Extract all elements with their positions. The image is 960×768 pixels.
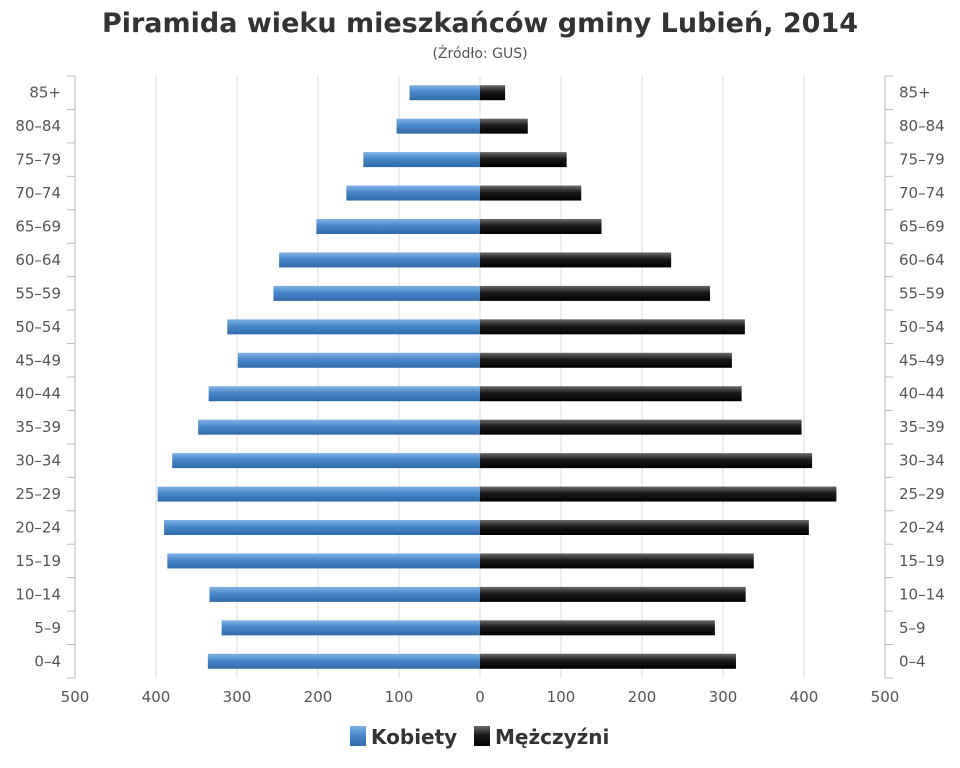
y-tick-label-right: 60–64	[899, 251, 945, 269]
y-tick-label-left: 55–59	[15, 284, 61, 302]
legend[interactable]: Kobiety Mężczyźni	[350, 725, 609, 749]
bar-female[interactable]	[157, 486, 480, 502]
x-tick-label: 400	[790, 688, 819, 706]
legend-item-male[interactable]: Mężczyźni	[474, 725, 609, 749]
y-tick-label-right: 50–54	[899, 318, 945, 336]
y-tick-label-left: 0–4	[34, 652, 61, 670]
y-tick-label-right: 15–19	[899, 552, 945, 570]
legend-label: Kobiety	[371, 725, 457, 749]
bar-male[interactable]	[480, 118, 528, 134]
bar-female[interactable]	[198, 419, 480, 435]
x-tick-label: 400	[142, 688, 171, 706]
y-tick-label-left: 40–44	[15, 385, 61, 403]
y-tick-label-right: 5–9	[899, 619, 926, 637]
y-tick-label-right: 45–49	[899, 351, 945, 369]
x-tick-label: 200	[304, 688, 333, 706]
y-tick-label-left: 65–69	[15, 218, 61, 236]
y-tick-label-right: 40–44	[899, 385, 945, 403]
y-tick-label-right: 10–14	[899, 585, 945, 603]
legend-label: Mężczyźni	[495, 725, 609, 749]
bar-male[interactable]	[480, 419, 802, 435]
chart-subtitle: (Źródło: GUS)	[432, 44, 527, 62]
tick-labels: 500 400 300 200 100 0 100 200 300 400 500 85+ 85+ 80–…	[15, 84, 944, 706]
bar-male[interactable]	[480, 486, 837, 502]
bar-female[interactable]	[316, 219, 480, 234]
x-tick-label: 300	[709, 688, 738, 706]
bar-female[interactable]	[207, 653, 480, 669]
y-tick-label-left: 60–64	[15, 251, 61, 269]
y-tick-label-right: 80–84	[899, 117, 945, 135]
bar-male[interactable]	[480, 319, 745, 335]
y-tick-label-right: 30–34	[899, 452, 945, 470]
bar-female[interactable]	[221, 620, 481, 636]
y-tick-label-right: 65–69	[899, 218, 945, 236]
y-tick-label-left: 75–79	[15, 151, 61, 169]
y-tick-label-left: 85+	[29, 84, 61, 102]
y-tick-label-left: 70–74	[15, 184, 61, 202]
bar-male[interactable]	[480, 352, 732, 368]
y-tick-label-left: 50–54	[15, 318, 61, 336]
bar-female[interactable]	[273, 285, 480, 301]
bar-male[interactable]	[480, 386, 742, 402]
y-tick-label-left: 35–39	[15, 418, 61, 436]
x-tick-label: 300	[223, 688, 252, 706]
bar-female[interactable]	[164, 520, 480, 535]
bar-female[interactable]	[209, 586, 480, 602]
bar-female[interactable]	[237, 352, 480, 368]
legend-swatch	[350, 726, 366, 746]
bar-male[interactable]	[480, 252, 672, 268]
bar-male[interactable]	[480, 219, 602, 234]
x-tick-label: 200	[628, 688, 657, 706]
bar-male[interactable]	[480, 520, 809, 535]
x-tick-label: 0	[475, 688, 485, 706]
y-tick-label-left: 25–29	[15, 485, 61, 503]
bar-female[interactable]	[227, 319, 480, 335]
x-tick-label: 100	[547, 688, 576, 706]
chart-title: Piramida wieku mieszkańców gminy Lubień,…	[102, 8, 858, 39]
bar-female[interactable]	[172, 453, 480, 469]
legend-swatch	[474, 726, 490, 746]
bar-male[interactable]	[480, 586, 746, 602]
bar-female[interactable]	[396, 118, 480, 134]
bar-male[interactable]	[480, 152, 567, 168]
bar-female[interactable]	[208, 386, 480, 402]
bars	[157, 85, 837, 669]
y-tick-label-right: 35–39	[899, 418, 945, 436]
bar-female[interactable]	[167, 553, 480, 569]
bar-female[interactable]	[279, 252, 480, 268]
y-tick-label-right: 55–59	[899, 284, 945, 302]
bar-male[interactable]	[480, 553, 754, 569]
y-tick-label-right: 20–24	[899, 519, 945, 537]
bar-male[interactable]	[480, 185, 582, 201]
y-tick-label-left: 80–84	[15, 117, 61, 135]
bar-male[interactable]	[480, 453, 813, 469]
bar-male[interactable]	[480, 653, 736, 669]
x-tick-label: 100	[385, 688, 414, 706]
y-tick-label-left: 30–34	[15, 452, 61, 470]
bar-female[interactable]	[409, 85, 480, 101]
axes	[67, 75, 893, 679]
y-tick-label-left: 10–14	[15, 585, 61, 603]
y-tick-label-left: 15–19	[15, 552, 61, 570]
y-tick-label-left: 5–9	[34, 619, 61, 637]
y-tick-label-right: 75–79	[899, 151, 945, 169]
y-tick-label-left: 45–49	[15, 351, 61, 369]
bar-female[interactable]	[363, 152, 480, 168]
y-tick-label-right: 0–4	[899, 652, 926, 670]
x-tick-label: 500	[871, 688, 900, 706]
y-tick-label-right: 70–74	[899, 184, 945, 202]
x-tick-label: 500	[61, 688, 90, 706]
y-tick-label-right: 85+	[899, 84, 931, 102]
y-tick-label-right: 25–29	[899, 485, 945, 503]
y-tick-label-left: 20–24	[15, 519, 61, 537]
bar-female[interactable]	[346, 185, 480, 201]
bar-male[interactable]	[480, 85, 506, 101]
bar-male[interactable]	[480, 620, 715, 636]
legend-item-female[interactable]: Kobiety	[350, 725, 457, 749]
bar-male[interactable]	[480, 285, 711, 301]
